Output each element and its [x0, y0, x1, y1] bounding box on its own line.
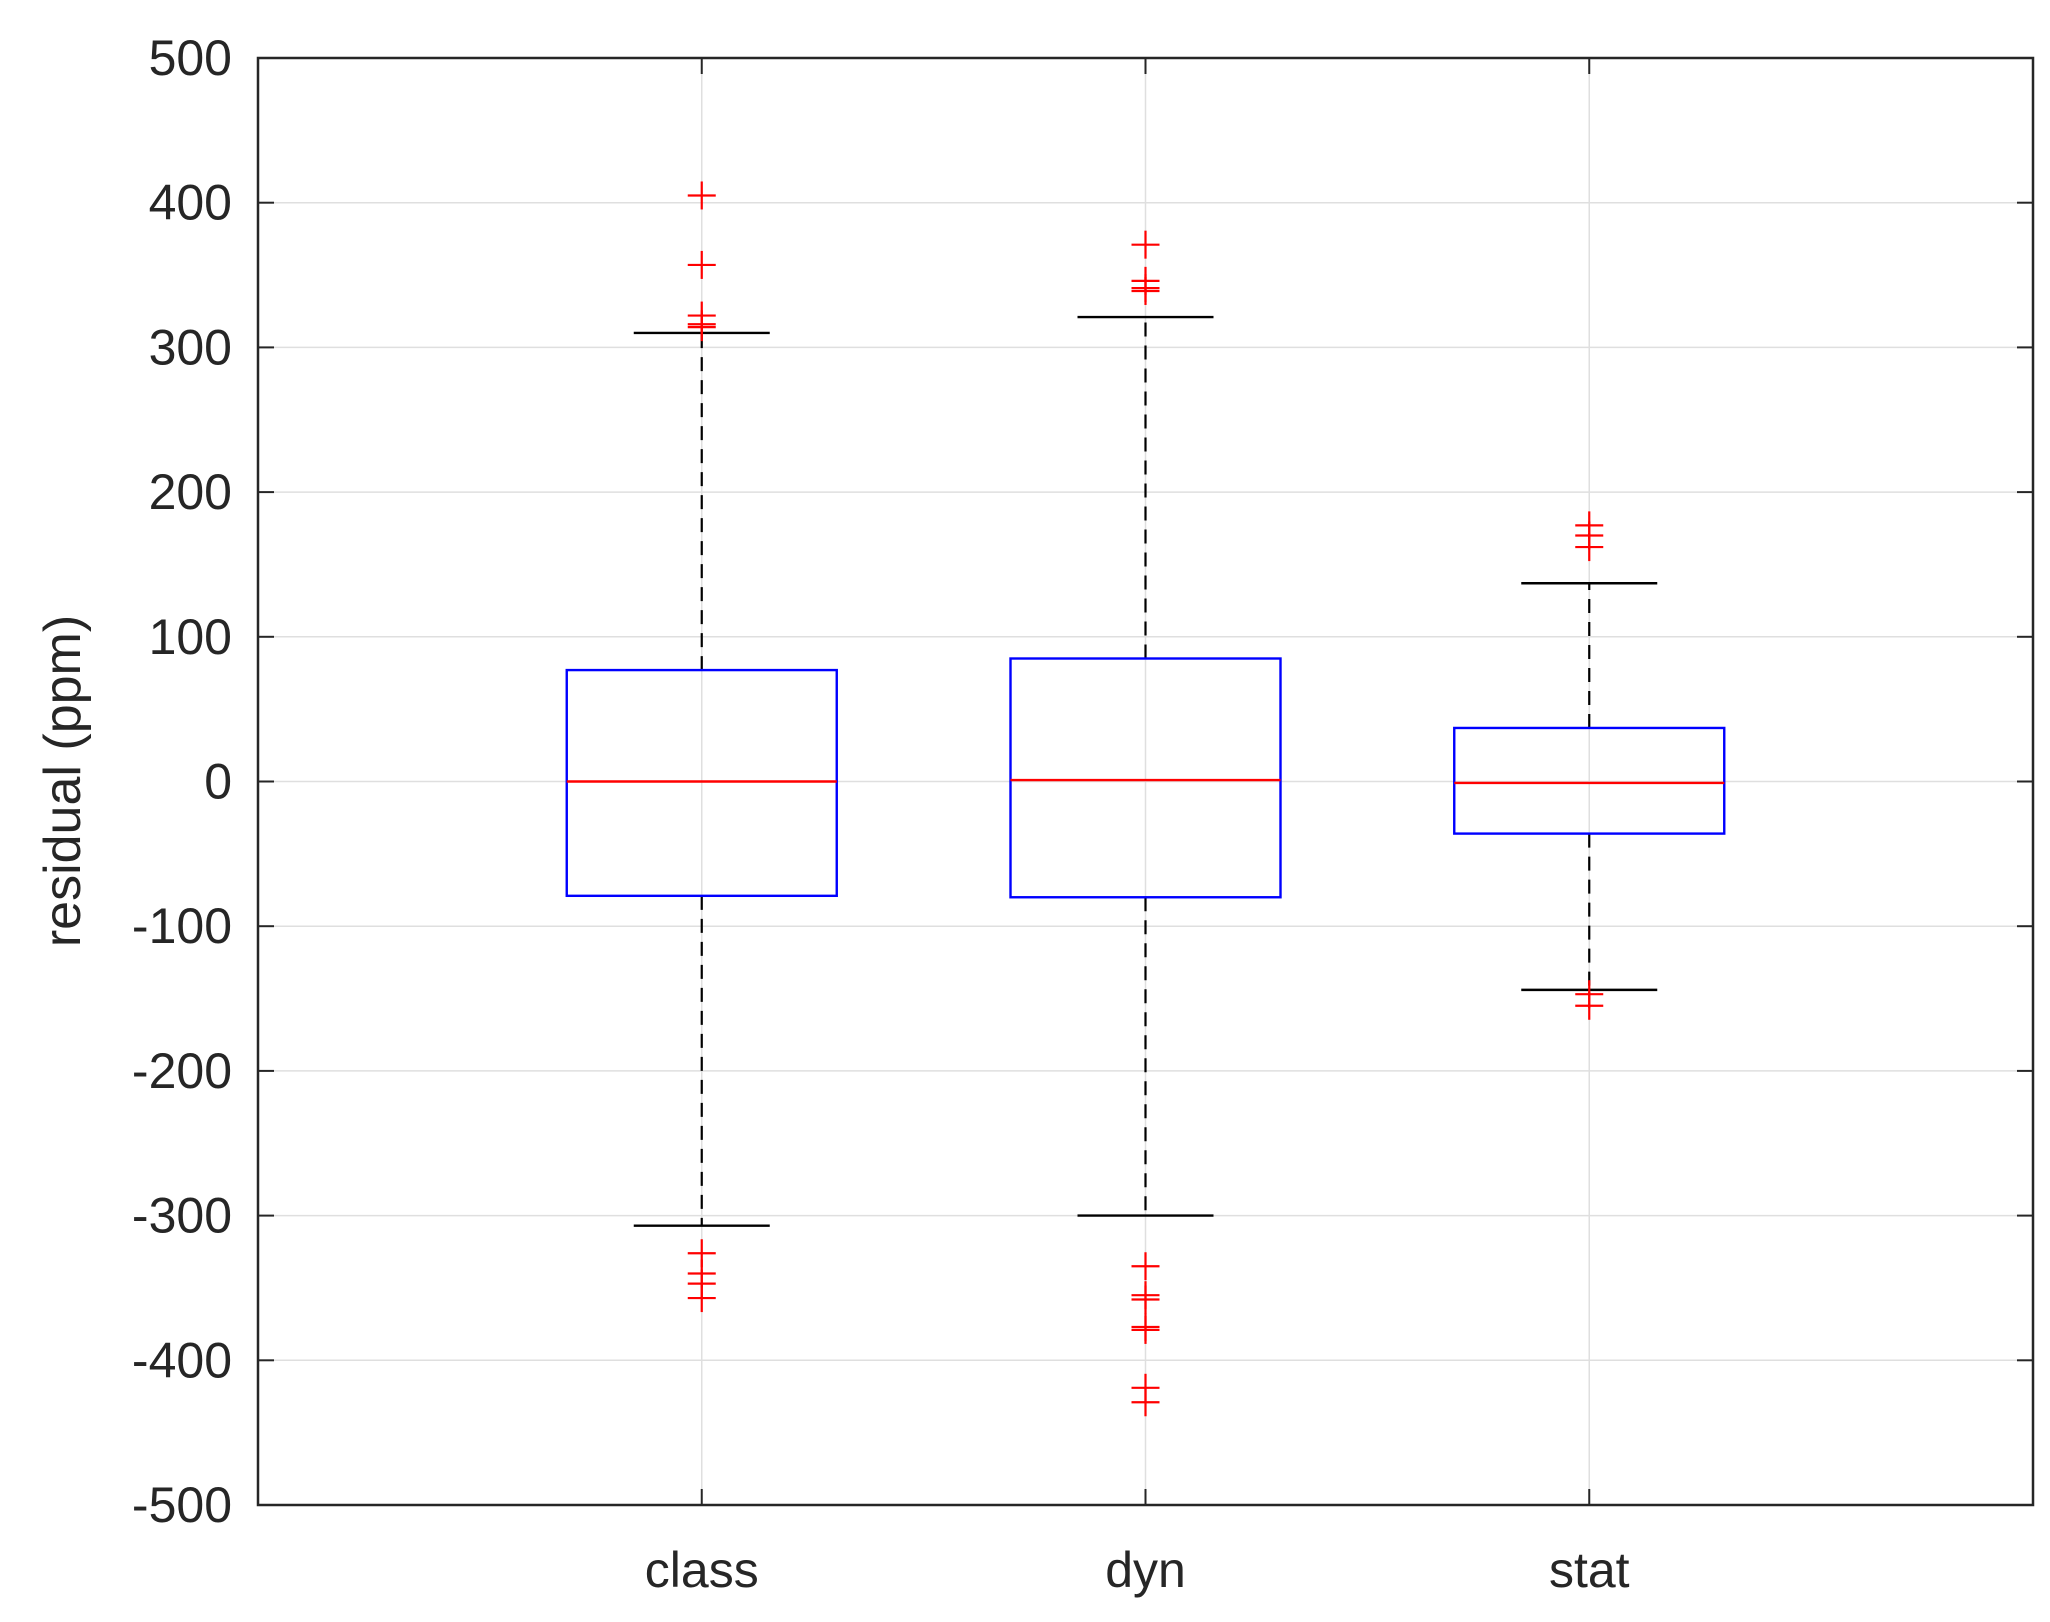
outlier-marker	[1131, 1315, 1160, 1344]
y-tick-label: 0	[204, 754, 232, 810]
y-tick-label: -200	[132, 1043, 232, 1099]
y-tick-label: 400	[149, 175, 232, 231]
y-tick-label: -500	[132, 1477, 232, 1533]
y-tick-label: 200	[149, 464, 232, 520]
y-tick-label: 300	[149, 319, 232, 375]
iqr-box	[1453, 726, 1726, 835]
iqr-box	[1009, 657, 1282, 899]
outlier-marker	[1575, 991, 1604, 1020]
outlier-marker	[1131, 1285, 1160, 1314]
outlier-marker	[1131, 1388, 1160, 1417]
y-tick-label: -400	[132, 1332, 232, 1388]
outlier-marker	[687, 313, 716, 342]
outlier-marker	[687, 1284, 716, 1313]
outlier-marker	[1131, 276, 1160, 305]
outlier-marker	[1575, 533, 1604, 562]
x-tick-label-class: class	[645, 1542, 759, 1598]
y-tick-label: 100	[149, 609, 232, 665]
x-tick-label-stat: stat	[1549, 1542, 1630, 1598]
y-axis-label: residual (ppm)	[34, 615, 92, 947]
outlier-marker	[687, 250, 716, 279]
y-tick-label: 500	[149, 30, 232, 86]
axis-ticks: 500 400 300 200 100 0 -100 -200 -300 -400 -500 clas…	[132, 30, 2033, 1598]
x-tick-label-dyn: dyn	[1105, 1542, 1186, 1598]
box-stat	[1453, 511, 1726, 1020]
boxes	[565, 181, 1726, 1417]
box-dyn	[1009, 230, 1282, 1417]
outlier-marker	[687, 181, 716, 210]
box-class	[565, 181, 838, 1313]
y-tick-label: -100	[132, 898, 232, 954]
outlier-marker	[1131, 230, 1160, 259]
iqr-box	[565, 668, 838, 898]
y-tick-label: -300	[132, 1188, 232, 1244]
outlier-marker	[1131, 1252, 1160, 1281]
